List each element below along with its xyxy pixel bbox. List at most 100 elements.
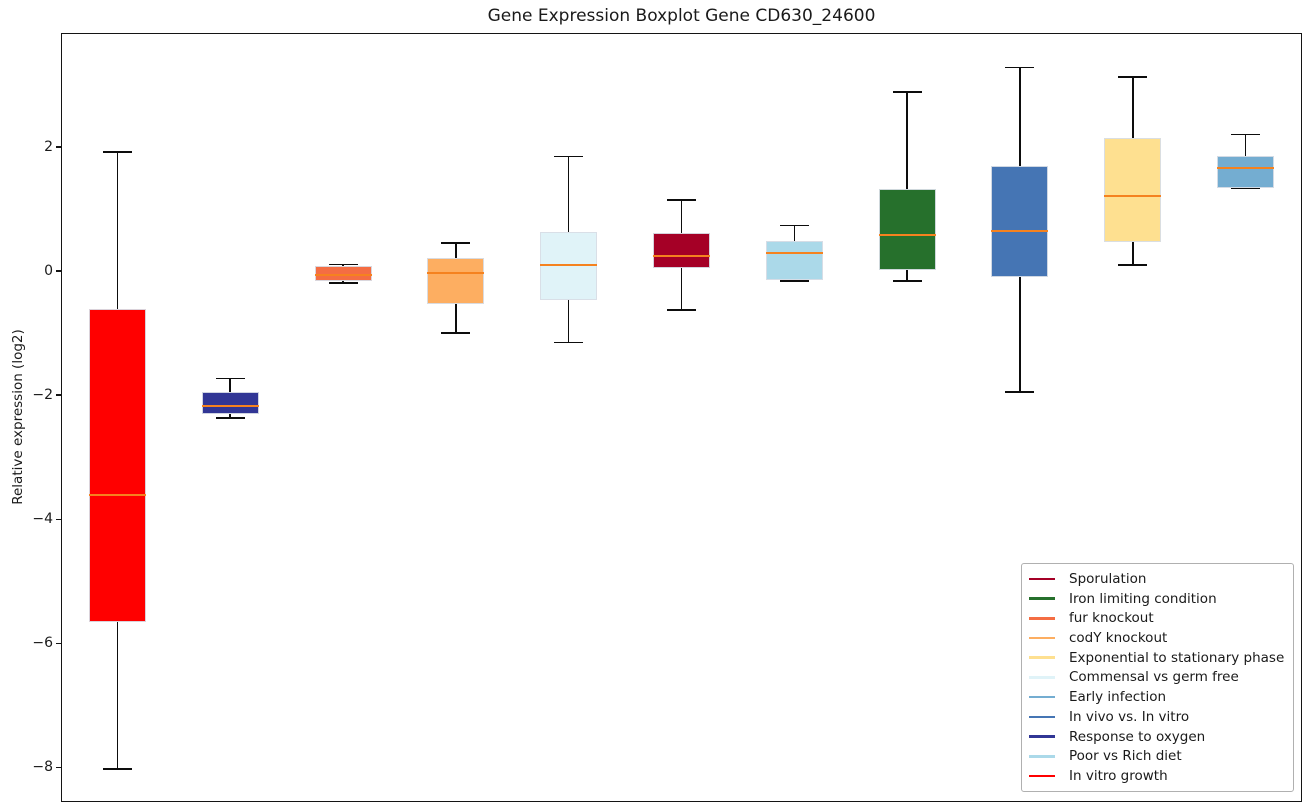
upper-whisker: [229, 378, 231, 393]
legend-item: Sporulation: [1029, 571, 1285, 587]
legend-item: In vitro growth: [1029, 768, 1285, 784]
boxplot-box: [1104, 137, 1162, 242]
legend-color-swatch: [1029, 715, 1055, 719]
upper-whisker: [455, 243, 457, 259]
legend-item-label: Poor vs Rich diet: [1069, 748, 1182, 765]
median-line: [1104, 195, 1162, 198]
legend-item-label: In vitro growth: [1069, 768, 1168, 785]
lower-whisker-cap: [102, 768, 132, 770]
legend-color-swatch: [1029, 577, 1055, 581]
legend-item: codY knockout: [1029, 630, 1285, 646]
lower-whisker-cap: [1005, 391, 1035, 393]
legend-item-label: Response to oxygen: [1069, 728, 1206, 745]
y-tick-label: −6: [32, 635, 53, 652]
median-line: [314, 273, 372, 276]
lower-whisker: [906, 269, 908, 282]
upper-whisker: [906, 91, 908, 190]
median-line: [765, 252, 823, 255]
boxplot-box: [653, 233, 710, 269]
y-tick-mark: [56, 394, 61, 396]
median-line: [201, 405, 259, 408]
lower-whisker-cap: [1118, 264, 1148, 266]
y-tick-mark: [56, 146, 61, 148]
legend-color-swatch: [1029, 695, 1055, 699]
legend-color-swatch: [1029, 636, 1055, 640]
legend-item: fur knockout: [1029, 610, 1285, 626]
legend-item: Early infection: [1029, 689, 1285, 705]
y-tick-label: −4: [32, 511, 53, 528]
median-line: [878, 234, 936, 237]
upper-whisker: [116, 152, 119, 309]
y-tick-label: 2: [44, 139, 53, 156]
upper-whisker-cap: [102, 151, 132, 153]
boxplot-box: [1217, 156, 1275, 189]
boxplot-box: [88, 308, 146, 622]
upper-whisker-cap: [441, 242, 471, 244]
upper-whisker: [1132, 77, 1134, 138]
legend-item: In vivo vs. In vitro: [1029, 709, 1285, 725]
median-line: [653, 255, 710, 258]
boxplot-box: [201, 392, 259, 415]
upper-whisker-cap: [1118, 76, 1148, 78]
y-axis-label: Relative expression (log2): [10, 329, 26, 505]
lower-whisker-cap: [328, 282, 358, 284]
lower-whisker-cap: [554, 341, 584, 344]
lower-whisker: [455, 304, 457, 334]
lower-whisker: [342, 281, 344, 283]
lower-whisker: [1019, 277, 1021, 393]
legend: Sporulation Iron limiting condition fur kn…: [1021, 563, 1294, 792]
y-tick-label: 0: [44, 263, 53, 280]
median-line: [427, 272, 485, 274]
lower-whisker: [680, 268, 683, 311]
legend-item-label: Iron limiting condition: [1069, 590, 1217, 607]
upper-whisker: [567, 156, 570, 233]
lower-whisker: [116, 621, 119, 770]
legend-color-swatch: [1029, 656, 1055, 660]
upper-whisker-cap: [215, 377, 245, 380]
upper-whisker-cap: [554, 155, 584, 158]
legend-color-swatch: [1029, 676, 1055, 679]
lower-whisker-cap: [1231, 187, 1261, 190]
upper-whisker-cap: [328, 263, 358, 266]
lower-whisker: [567, 300, 570, 343]
chart-title: Gene Expression Boxplot Gene CD630_24600: [487, 6, 876, 26]
lower-whisker-cap: [667, 309, 696, 311]
legend-color-swatch: [1029, 597, 1055, 600]
y-tick-mark: [56, 518, 61, 520]
median-line: [991, 229, 1049, 232]
legend-color-swatch: [1029, 755, 1055, 758]
upper-whisker: [793, 225, 796, 242]
lower-whisker-cap: [779, 280, 809, 282]
upper-whisker: [680, 199, 683, 234]
boxplot-box: [765, 241, 823, 281]
upper-whisker: [1244, 134, 1247, 157]
y-tick-label: −2: [32, 387, 53, 404]
legend-item-label: Exponential to stationary phase: [1069, 649, 1285, 666]
legend-item: Response to oxygen: [1029, 729, 1285, 745]
legend-item: Iron limiting condition: [1029, 591, 1285, 607]
legend-item-label: Sporulation: [1069, 570, 1147, 587]
legend-color-swatch: [1029, 617, 1055, 620]
lower-whisker: [1132, 241, 1134, 265]
legend-item-label: fur knockout: [1069, 610, 1154, 627]
boxplot-box: [427, 258, 485, 304]
y-tick-mark: [56, 766, 61, 768]
legend-color-swatch: [1029, 735, 1055, 738]
upper-whisker-cap: [779, 224, 809, 226]
boxplot-box: [314, 266, 372, 282]
boxplot-box: [540, 232, 598, 301]
lower-whisker-cap: [892, 280, 922, 282]
median-line: [88, 494, 146, 497]
lower-whisker-cap: [441, 332, 471, 334]
upper-whisker-cap: [1005, 66, 1035, 69]
lower-whisker: [229, 414, 231, 419]
legend-item: Exponential to stationary phase: [1029, 650, 1285, 666]
upper-whisker-cap: [667, 199, 696, 201]
median-line: [540, 263, 598, 266]
upper-whisker-cap: [1231, 133, 1261, 136]
legend-item-label: codY knockout: [1069, 630, 1168, 647]
upper-whisker: [1019, 67, 1021, 167]
legend-color-swatch: [1029, 774, 1055, 778]
legend-item-label: Commensal vs germ free: [1069, 669, 1239, 686]
